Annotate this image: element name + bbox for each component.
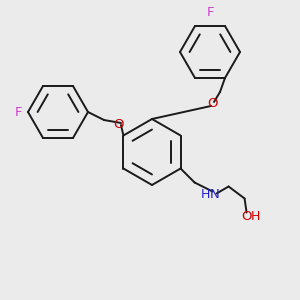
Text: O: O bbox=[241, 210, 252, 223]
Text: H: H bbox=[201, 188, 210, 201]
Text: H: H bbox=[251, 210, 260, 223]
Text: O: O bbox=[114, 118, 124, 130]
Text: N: N bbox=[210, 188, 220, 201]
Text: F: F bbox=[15, 106, 23, 118]
Text: F: F bbox=[206, 7, 214, 20]
Text: O: O bbox=[207, 98, 217, 110]
